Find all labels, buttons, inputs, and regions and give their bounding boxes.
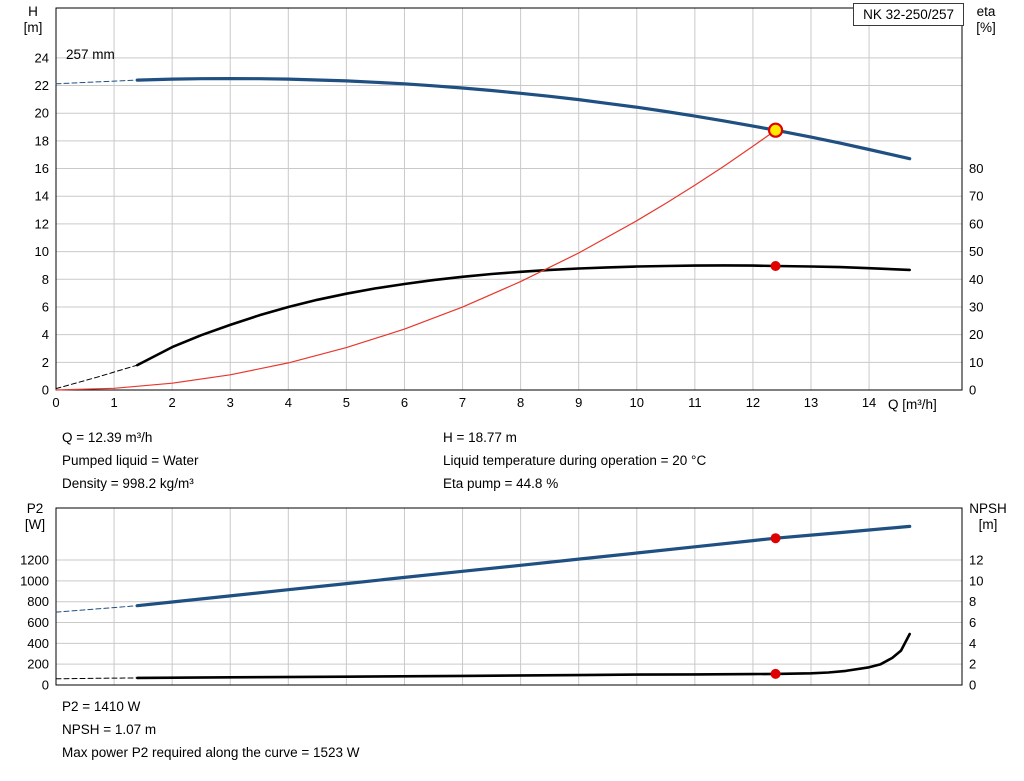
- left-tick-label: 1000: [20, 573, 49, 588]
- npsh-axis-symbol: NPSH: [969, 501, 1007, 516]
- duty-point-eta: [770, 260, 781, 271]
- right-tick-label: 0: [969, 383, 976, 398]
- head-curve-dashed: [55, 79, 138, 85]
- plot-border: [55, 507, 963, 686]
- left-tick-label: 200: [27, 657, 49, 672]
- left-tick-label: 4: [42, 327, 49, 342]
- info-eta-pump: Eta pump = 44.8 %: [443, 476, 559, 491]
- npsh-axis-unit: [m]: [978, 517, 998, 532]
- x-tick-label: 7: [459, 395, 466, 410]
- head-curve: [135, 76, 912, 161]
- right-tick-label: 50: [969, 244, 983, 259]
- p2-axis-symbol: P2: [26, 501, 44, 516]
- p2-axis-unit: [W]: [24, 517, 46, 532]
- right-tick-label: 60: [969, 216, 983, 231]
- h-axis-symbol: H: [28, 4, 38, 19]
- eta-axis-label: eta [%]: [964, 4, 1008, 36]
- right-tick-label: 8: [969, 594, 976, 609]
- operating-info-left: Q = 12.39 m³/h Pumped liquid = Water Den…: [62, 426, 198, 495]
- left-tick-label: 400: [27, 636, 49, 651]
- left-tick-label: 24: [35, 50, 49, 65]
- x-tick-label: 6: [401, 395, 408, 410]
- right-tick-label: 80: [969, 161, 983, 176]
- x-tick-label: 0: [52, 395, 59, 410]
- info-density: Density = 998.2 kg/m³: [62, 476, 194, 491]
- impeller-diameter-label: 257 mm: [66, 47, 115, 62]
- p2-curve-dashed: [55, 605, 138, 613]
- operating-info-right: H = 18.77 m Liquid temperature during op…: [443, 426, 706, 495]
- left-tick-label: 18: [35, 133, 49, 148]
- right-tick-label: 4: [969, 636, 976, 651]
- x-tick-label: 3: [227, 395, 234, 410]
- x-tick-label: 13: [804, 395, 818, 410]
- eta-curve: [136, 264, 912, 367]
- p2-curve: [135, 524, 912, 608]
- right-tick-label: 40: [969, 272, 983, 287]
- right-tick-label: 20: [969, 327, 983, 342]
- right-tick-label: 10: [969, 573, 983, 588]
- power-info: P2 = 1410 W NPSH = 1.07 m Max power P2 r…: [62, 695, 360, 764]
- right-tick-label: 12: [969, 553, 983, 568]
- left-tick-label: 10: [35, 244, 49, 259]
- info-flow: Q = 12.39 m³/h: [62, 430, 153, 445]
- info-p2: P2 = 1410 W: [62, 699, 141, 714]
- info-head: H = 18.77 m: [443, 430, 517, 445]
- left-tick-label: 6: [42, 299, 49, 314]
- right-tick-label: 10: [969, 355, 983, 370]
- left-tick-label: 1200: [20, 553, 49, 568]
- x-tick-label: 9: [575, 395, 582, 410]
- eta-axis-unit: [%]: [976, 20, 996, 35]
- plot-border: [55, 7, 963, 391]
- left-tick-label: 22: [35, 78, 49, 93]
- x-tick-label: 1: [110, 395, 117, 410]
- x-tick-label: 11: [688, 395, 702, 410]
- x-tick-label: 4: [285, 395, 292, 410]
- npsh-curve-dashed: [55, 677, 138, 680]
- left-tick-label: 0: [42, 678, 49, 693]
- info-liquid-temperature: Liquid temperature during operation = 20…: [443, 453, 707, 468]
- right-tick-label: 0: [969, 678, 976, 693]
- pump-name-box: NK 32-250/257: [853, 3, 964, 26]
- x-tick-label: 12: [746, 395, 760, 410]
- x-tick-label: 10: [630, 395, 644, 410]
- left-tick-label: 14: [35, 189, 49, 204]
- info-npsh: NPSH = 1.07 m: [62, 722, 157, 737]
- system-curve: [55, 129, 777, 391]
- left-tick-label: 16: [35, 161, 49, 176]
- npsh-axis-label: NPSH [m]: [962, 501, 1014, 533]
- p2-axis-label: P2 [W]: [16, 501, 54, 533]
- left-tick-label: 8: [42, 272, 49, 287]
- left-tick-label: 20: [35, 106, 49, 121]
- duty-point-head: [767, 122, 784, 138]
- eta-axis-symbol: eta: [976, 4, 996, 19]
- left-tick-label: 12: [35, 216, 49, 231]
- left-tick-label: 600: [27, 615, 49, 630]
- x-tick-label: 14: [862, 395, 876, 410]
- right-tick-label: 2: [969, 657, 976, 672]
- h-axis-label: H [m]: [14, 4, 52, 36]
- h-axis-unit: [m]: [23, 20, 43, 35]
- info-max-power: Max power P2 required along the curve = …: [62, 745, 360, 760]
- left-tick-label: 800: [27, 594, 49, 609]
- duty-point-p2: [770, 533, 781, 544]
- info-pumped-liquid: Pumped liquid = Water: [62, 453, 199, 468]
- right-tick-label: 30: [969, 299, 983, 314]
- right-tick-label: 70: [969, 189, 983, 204]
- eta-curve-dashed: [55, 364, 138, 390]
- duty-point-npsh: [770, 668, 781, 679]
- right-tick-label: 6: [969, 615, 976, 630]
- q-axis-label: Q [m³/h]: [888, 397, 937, 412]
- left-tick-label: 2: [42, 355, 49, 370]
- x-tick-label: 8: [517, 395, 524, 410]
- x-tick-label: 5: [343, 395, 350, 410]
- npsh-curve: [136, 632, 912, 680]
- left-tick-label: 0: [42, 383, 49, 398]
- x-tick-label: 2: [169, 395, 176, 410]
